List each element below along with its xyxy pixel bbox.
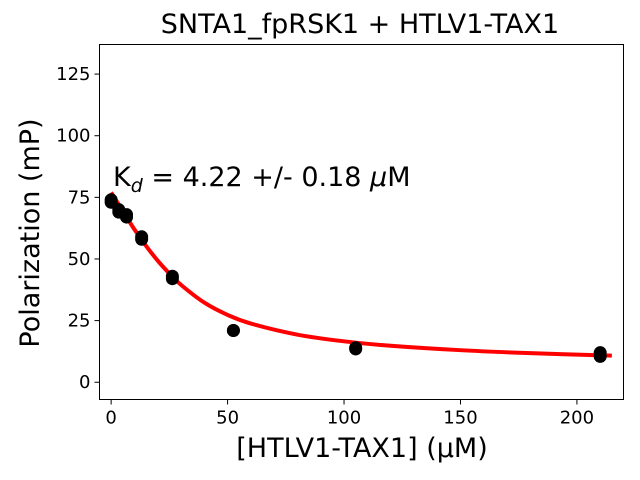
chart-title: SNTA1_fpRSK1 + HTLV1-TAX1: [161, 9, 559, 40]
kd-annotation: Kd = 4.22 +/- 0.18 μM: [113, 162, 411, 197]
x-axis-ticks: 0 50 100 150 200: [105, 399, 594, 429]
kd-mu: μ: [369, 162, 387, 193]
y-tick-label: 125: [56, 64, 90, 85]
data-point: [349, 342, 363, 356]
y-tick-label: 0: [79, 372, 90, 393]
data-point: [120, 210, 134, 224]
data-points-layer: [104, 193, 607, 363]
kd-prefix: K: [113, 162, 132, 193]
y-tick-label: 25: [68, 311, 91, 332]
y-axis-label: Polarization (mP): [15, 118, 46, 347]
x-tick-label: 200: [560, 408, 594, 429]
x-axis-label: [HTLV1-TAX1] (μM): [236, 433, 488, 464]
fit-line: [109, 191, 612, 358]
x-tick-label: 0: [105, 408, 116, 429]
x-tick-label: 150: [443, 408, 477, 429]
plot-frame: [99, 44, 624, 400]
y-tick-label: 100: [56, 126, 90, 147]
data-point: [593, 349, 607, 363]
y-tick-label: 50: [68, 249, 91, 270]
y-axis-ticks: 0 25 50 75 100 125: [56, 64, 100, 393]
kd-unit: M: [387, 162, 410, 193]
kd-value: = 4.22 +/- 0.18: [143, 162, 370, 193]
data-point: [135, 232, 149, 246]
data-point: [165, 272, 179, 286]
x-tick-label: 50: [216, 408, 239, 429]
x-tick-label: 100: [327, 408, 361, 429]
y-tick-label: 75: [68, 187, 91, 208]
fit-curve-layer: [109, 191, 612, 358]
data-point: [226, 323, 240, 337]
kd-subscript: d: [131, 175, 144, 197]
